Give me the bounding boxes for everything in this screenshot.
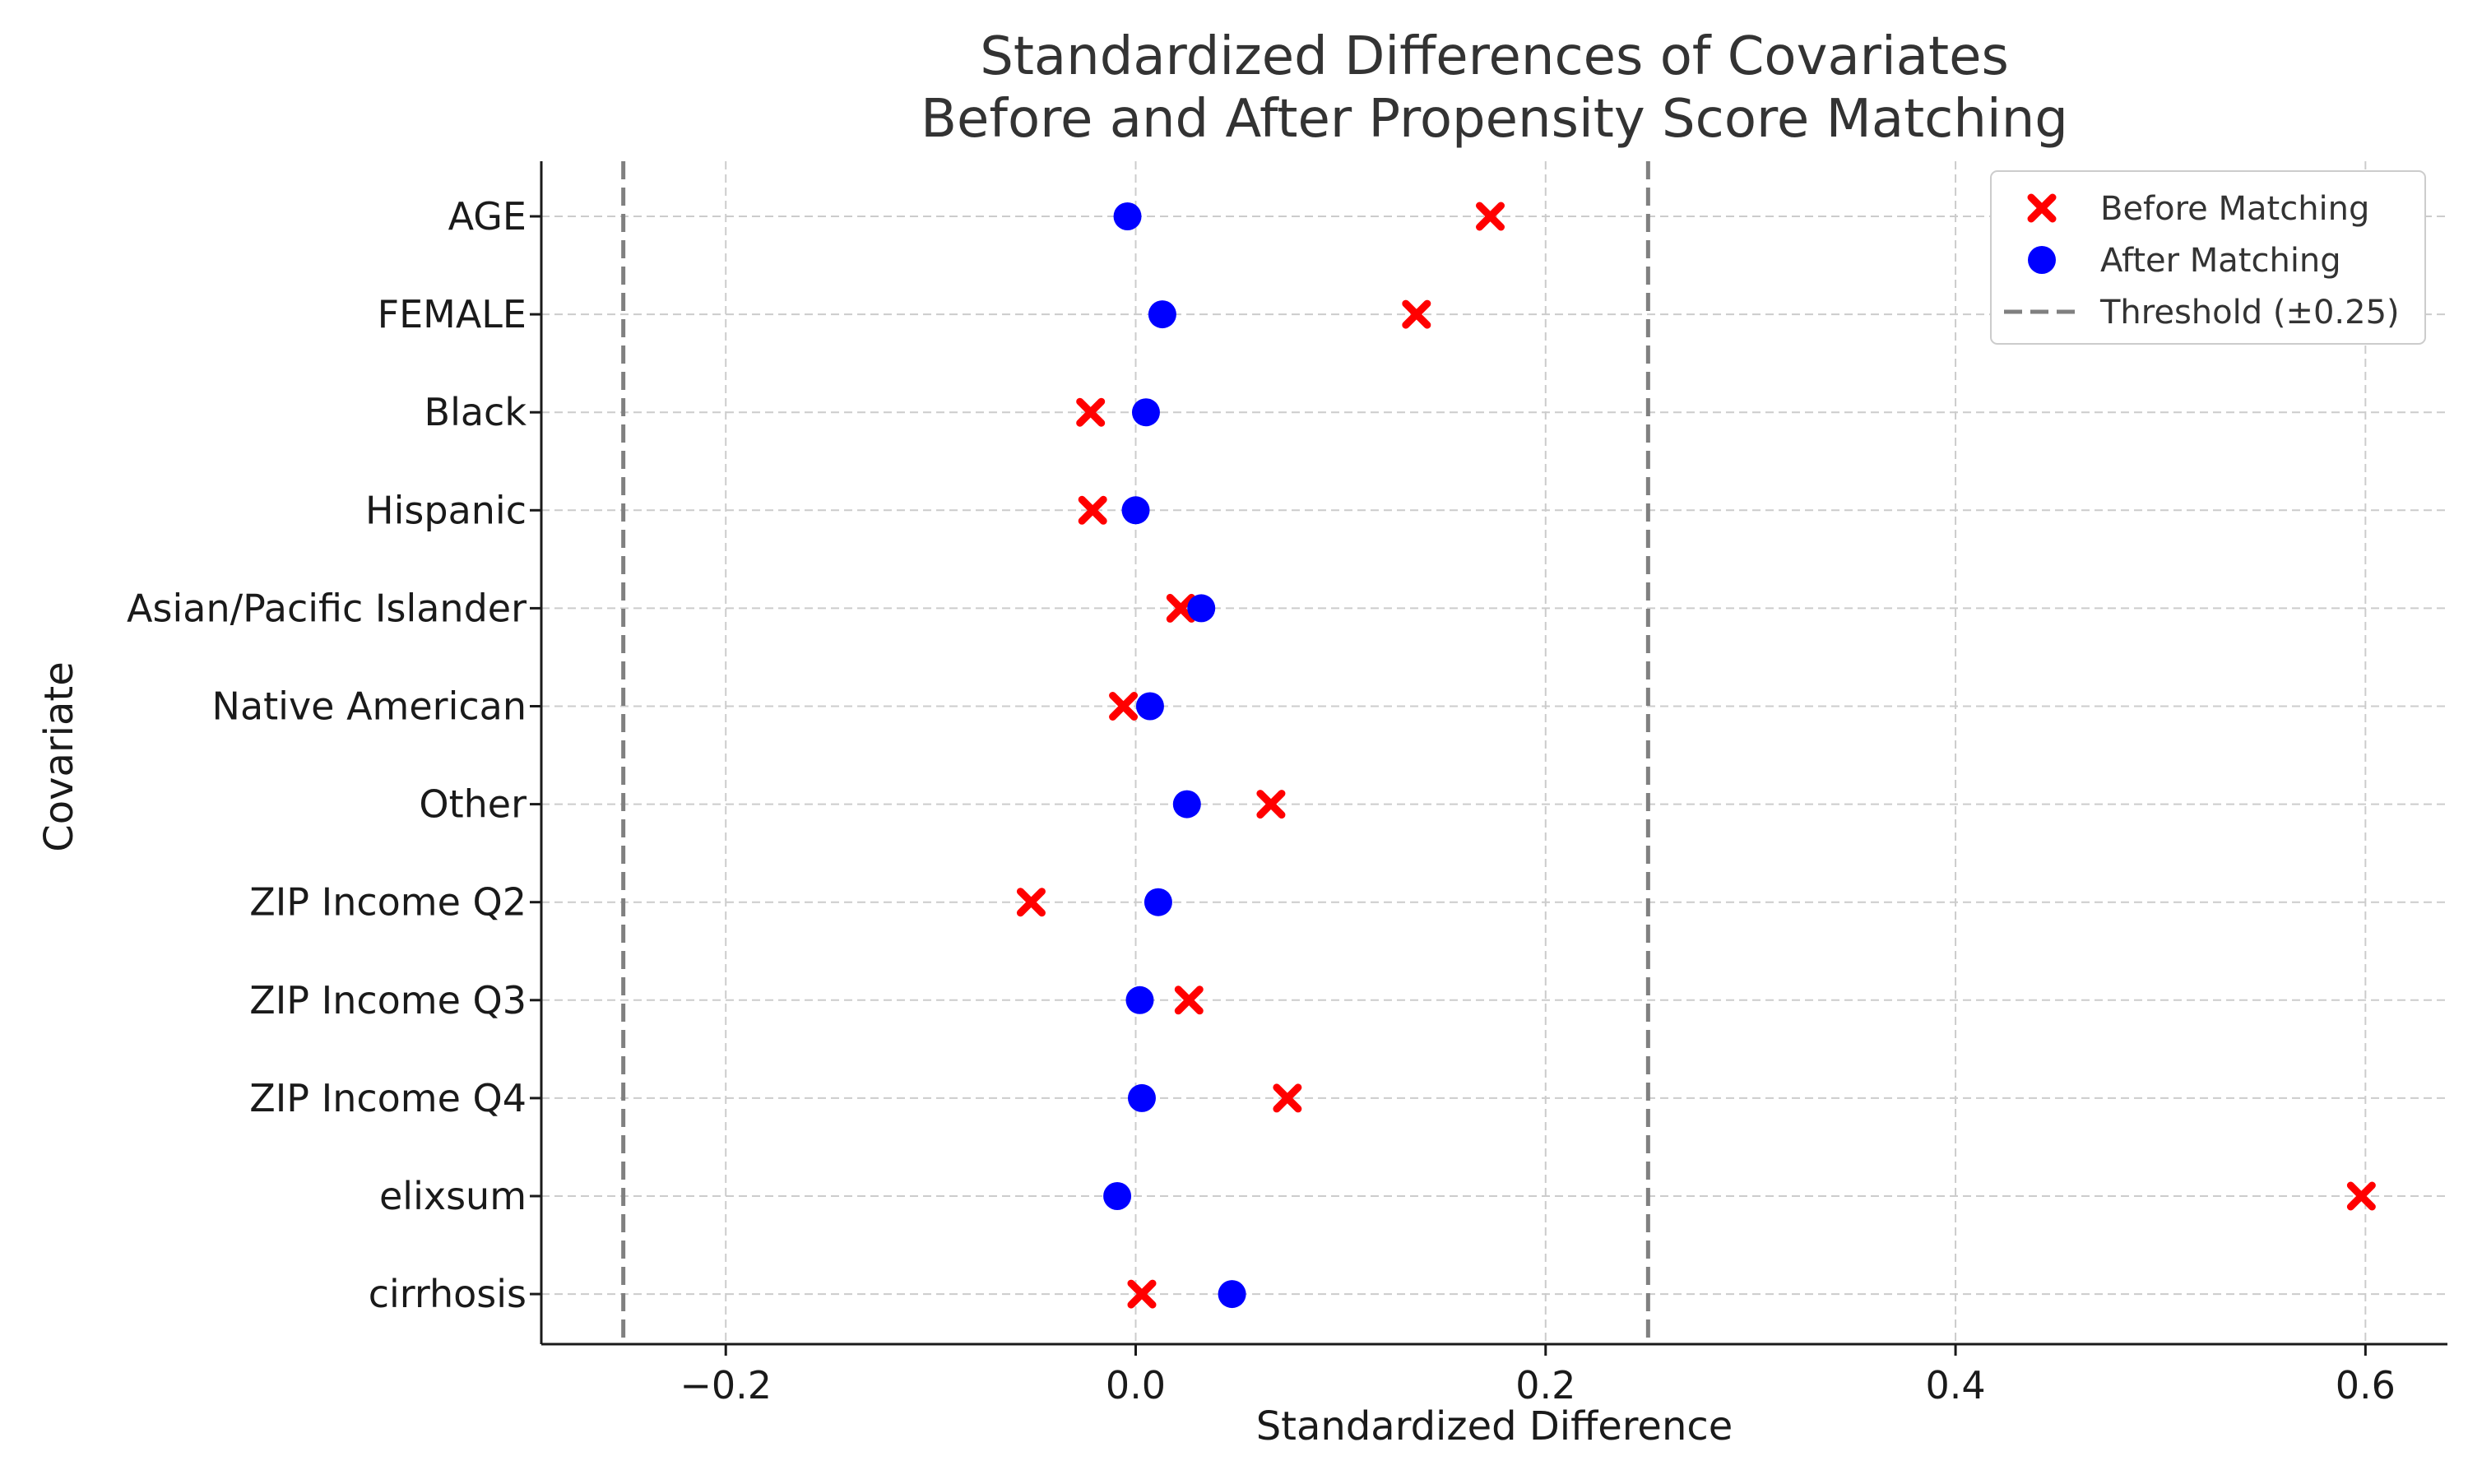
before-matching-point	[1174, 985, 1204, 1015]
after-matching-point	[1121, 496, 1150, 525]
y-tick-label: Asian/Pacific Islander	[127, 586, 527, 630]
after-matching-point	[1218, 1280, 1246, 1309]
x-axis-label: Standardized Difference	[1256, 1403, 1733, 1449]
legend-before-marker-stroke	[2027, 193, 2057, 223]
before-matching-point-stroke	[1256, 790, 1286, 819]
legend-threshold-label: Threshold (±0.25)	[2099, 294, 2400, 332]
chart-title: Standardized Differences of CovariatesBe…	[921, 26, 2068, 150]
after-matching-point	[1103, 1182, 1132, 1210]
x-tick-label: 0.6	[2336, 1363, 2396, 1407]
y-tick-label: Black	[424, 390, 527, 434]
legend-after-marker	[2028, 246, 2056, 274]
before-matching-point	[1076, 397, 1106, 427]
before-matching-point	[1166, 593, 1195, 623]
before-matching-point	[1256, 790, 1286, 819]
x-tick-label: 0.4	[1925, 1363, 1985, 1407]
after-matching-point	[1125, 985, 1154, 1014]
after-matching-point	[1144, 888, 1172, 916]
y-tick-label: AGE	[448, 194, 527, 239]
y-tick-label: Hispanic	[365, 488, 527, 532]
after-matching-point	[1135, 692, 1164, 721]
legend-before-label: Before Matching	[2100, 190, 2369, 228]
y-tick-label: ZIP Income Q2	[249, 880, 527, 925]
before-matching-point	[1109, 692, 1139, 721]
before-matching-point	[1078, 495, 1107, 525]
before-matching-point-stroke	[1476, 202, 1505, 231]
y-tick-label: ZIP Income Q3	[249, 978, 527, 1023]
after-matching-point	[1113, 202, 1142, 230]
before-matching-point-stroke	[1078, 495, 1107, 525]
before-matching-point-stroke	[1174, 985, 1204, 1015]
x-tick-label: 0.0	[1106, 1363, 1166, 1407]
y-tick-label: Other	[419, 782, 527, 827]
before-matching-point	[1016, 888, 1046, 917]
after-matching-point	[1127, 1083, 1156, 1112]
axes: −0.2 0.0 0.2 0.4 0.6 AGE FEMALE Black Hispanic As…	[36, 161, 2447, 1449]
before-matching-point-stroke	[1016, 888, 1046, 917]
legend-after-label: After Matching	[2100, 242, 2341, 280]
before-matching-point-stroke	[1127, 1279, 1157, 1309]
y-tick-label: FEMALE	[378, 292, 527, 336]
legend-before-marker	[2027, 193, 2057, 223]
y-tick-label: ZIP Income Q4	[249, 1076, 527, 1120]
data-marks	[1016, 202, 2376, 1309]
before-matching-point	[1127, 1279, 1157, 1309]
after-matching-point	[1172, 790, 1201, 819]
before-matching-point	[1273, 1083, 1302, 1113]
x-tick-label: −0.2	[680, 1363, 772, 1407]
before-matching-point-stroke	[1402, 299, 1431, 329]
before-matching-point-stroke	[1076, 397, 1106, 427]
chart-title-line: Before and After Propensity Score Matchi…	[921, 89, 2068, 150]
before-matching-point	[1476, 202, 1505, 231]
chart-title-line: Standardized Differences of Covariates	[980, 26, 2009, 87]
before-matching-point-stroke	[1273, 1083, 1302, 1113]
legend-box	[1990, 170, 2426, 345]
after-matching-point	[1131, 398, 1160, 427]
y-axis-label: Covariate	[36, 661, 82, 852]
y-tick-label: cirrhosis	[369, 1272, 527, 1316]
x-tick-label: 0.2	[1515, 1363, 1575, 1407]
before-matching-point	[1402, 299, 1431, 329]
legend: Before Matching After Matching Threshold (…	[1990, 170, 2426, 345]
after-matching-point	[1187, 594, 1216, 623]
y-tick-label: elixsum	[379, 1174, 527, 1218]
threshold-lines	[621, 161, 1650, 1344]
before-matching-point	[2346, 1181, 2376, 1211]
before-matching-point-stroke	[2346, 1181, 2376, 1211]
grid	[541, 161, 2447, 1344]
before-matching-point-stroke	[1109, 692, 1139, 721]
before-matching-point-stroke	[1166, 593, 1195, 623]
y-tick-label: Native American	[212, 684, 527, 729]
after-matching-point	[1148, 300, 1176, 329]
